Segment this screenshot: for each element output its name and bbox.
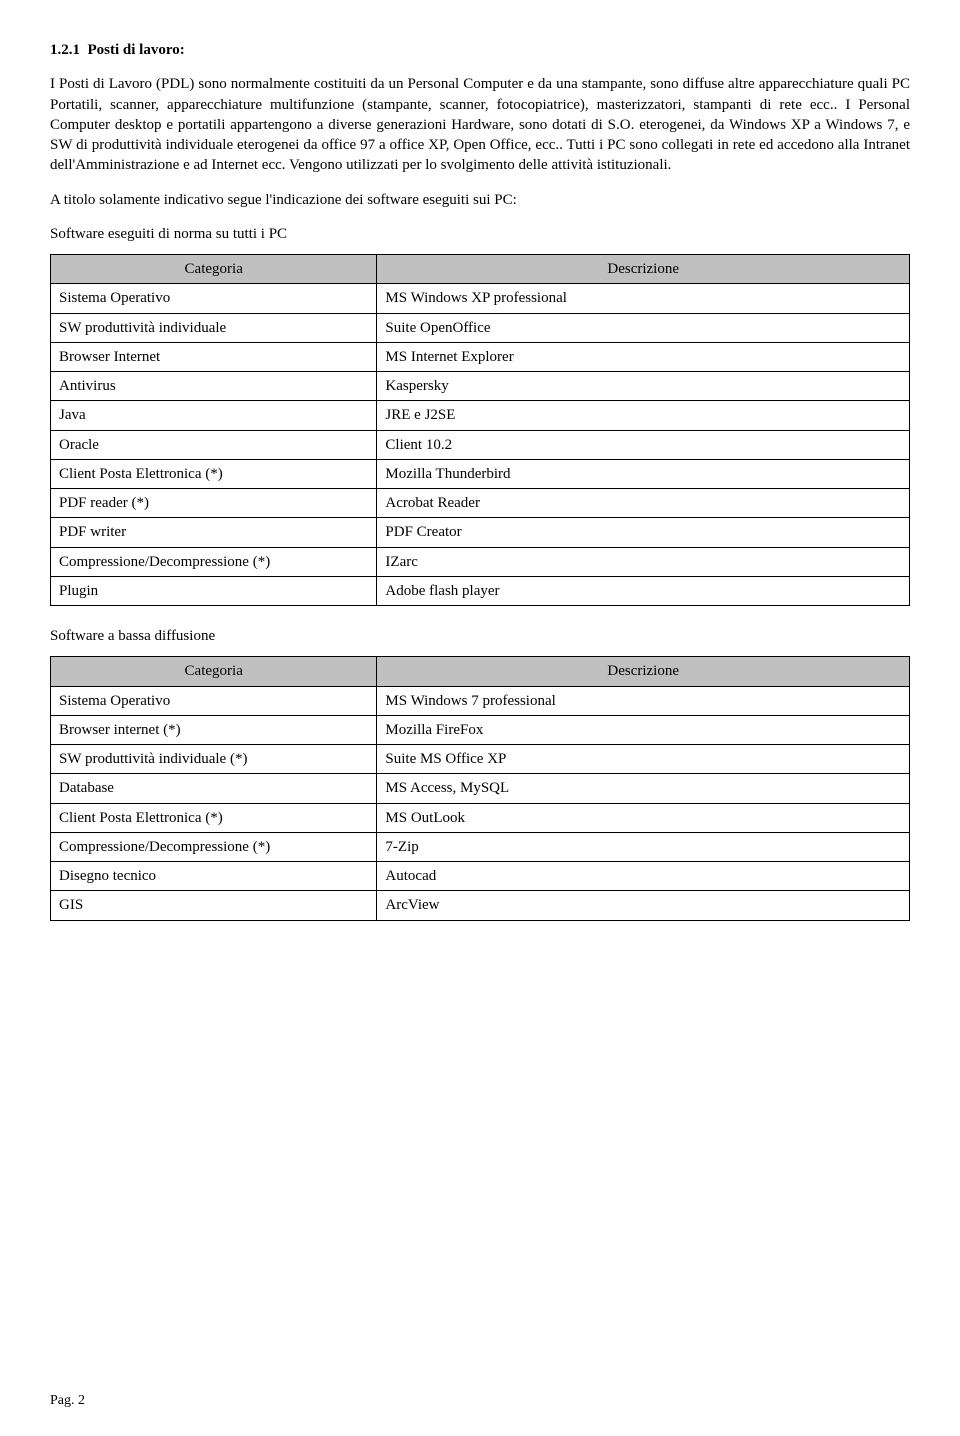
cell-descrizione: Suite MS Office XP — [377, 745, 910, 774]
cell-categoria: Plugin — [51, 576, 377, 605]
table-row: SW produttività individuale (*)Suite MS … — [51, 745, 910, 774]
table-row: Sistema OperativoMS Windows XP professio… — [51, 284, 910, 313]
cell-categoria: Browser internet (*) — [51, 715, 377, 744]
table1-caption: Software eseguiti di norma su tutti i PC — [50, 224, 910, 244]
table-row: Browser internet (*)Mozilla FireFox — [51, 715, 910, 744]
section-heading: 1.2.1 Posti di lavoro: — [50, 40, 910, 60]
table2-caption: Software a bassa diffusione — [50, 626, 910, 646]
paragraph-1: I Posti di Lavoro (PDL) sono normalmente… — [50, 74, 910, 175]
cell-descrizione: Mozilla Thunderbird — [377, 459, 910, 488]
cell-categoria: Compressione/Decompressione (*) — [51, 547, 377, 576]
table-row: Client Posta Elettronica (*)MS OutLook — [51, 803, 910, 832]
table-row: Compressione/Decompressione (*)7-Zip — [51, 832, 910, 861]
cell-descrizione: Kaspersky — [377, 372, 910, 401]
cell-descrizione: MS Access, MySQL — [377, 774, 910, 803]
cell-descrizione: Client 10.2 — [377, 430, 910, 459]
cell-categoria: Java — [51, 401, 377, 430]
cell-descrizione: PDF Creator — [377, 518, 910, 547]
cell-categoria: PDF reader (*) — [51, 489, 377, 518]
table-row: Disegno tecnicoAutocad — [51, 862, 910, 891]
table-row: SW produttività individualeSuite OpenOff… — [51, 313, 910, 342]
table-row: Sistema OperativoMS Windows 7 profession… — [51, 686, 910, 715]
table-row: Browser InternetMS Internet Explorer — [51, 342, 910, 371]
header-categoria: Categoria — [51, 255, 377, 284]
table-row: Client Posta Elettronica (*)Mozilla Thun… — [51, 459, 910, 488]
cell-descrizione: MS Internet Explorer — [377, 342, 910, 371]
header-descrizione: Descrizione — [377, 255, 910, 284]
software-table-1: Categoria Descrizione Sistema OperativoM… — [50, 254, 910, 606]
cell-categoria: SW produttività individuale — [51, 313, 377, 342]
cell-descrizione: MS Windows XP professional — [377, 284, 910, 313]
cell-descrizione: IZarc — [377, 547, 910, 576]
cell-categoria: Sistema Operativo — [51, 284, 377, 313]
table1-body: Sistema OperativoMS Windows XP professio… — [51, 284, 910, 606]
cell-categoria: PDF writer — [51, 518, 377, 547]
cell-categoria: Sistema Operativo — [51, 686, 377, 715]
table-header-row: Categoria Descrizione — [51, 657, 910, 686]
table-row: PDF writerPDF Creator — [51, 518, 910, 547]
cell-categoria: Oracle — [51, 430, 377, 459]
header-descrizione: Descrizione — [377, 657, 910, 686]
cell-descrizione: Suite OpenOffice — [377, 313, 910, 342]
cell-descrizione: Mozilla FireFox — [377, 715, 910, 744]
table-row: DatabaseMS Access, MySQL — [51, 774, 910, 803]
cell-categoria: Browser Internet — [51, 342, 377, 371]
table-row: Compressione/Decompressione (*)IZarc — [51, 547, 910, 576]
table-row: AntivirusKaspersky — [51, 372, 910, 401]
page-footer: Pag. 2 — [50, 1392, 85, 1411]
paragraph-2: A titolo solamente indicativo segue l'in… — [50, 190, 910, 210]
cell-descrizione: MS OutLook — [377, 803, 910, 832]
cell-categoria: Compressione/Decompressione (*) — [51, 832, 377, 861]
table-header-row: Categoria Descrizione — [51, 255, 910, 284]
header-categoria: Categoria — [51, 657, 377, 686]
cell-categoria: SW produttività individuale (*) — [51, 745, 377, 774]
table-row: OracleClient 10.2 — [51, 430, 910, 459]
table-row: PluginAdobe flash player — [51, 576, 910, 605]
table-row: JavaJRE e J2SE — [51, 401, 910, 430]
cell-categoria: Database — [51, 774, 377, 803]
cell-descrizione: Autocad — [377, 862, 910, 891]
cell-descrizione: MS Windows 7 professional — [377, 686, 910, 715]
cell-categoria: Client Posta Elettronica (*) — [51, 803, 377, 832]
cell-descrizione: 7-Zip — [377, 832, 910, 861]
cell-descrizione: Acrobat Reader — [377, 489, 910, 518]
cell-descrizione: ArcView — [377, 891, 910, 920]
cell-categoria: GIS — [51, 891, 377, 920]
cell-descrizione: JRE e J2SE — [377, 401, 910, 430]
table-row: PDF reader (*)Acrobat Reader — [51, 489, 910, 518]
cell-descrizione: Adobe flash player — [377, 576, 910, 605]
table-row: GISArcView — [51, 891, 910, 920]
cell-categoria: Antivirus — [51, 372, 377, 401]
cell-categoria: Client Posta Elettronica (*) — [51, 459, 377, 488]
table2-body: Sistema OperativoMS Windows 7 profession… — [51, 686, 910, 920]
section-number: 1.2.1 — [50, 42, 80, 58]
cell-categoria: Disegno tecnico — [51, 862, 377, 891]
software-table-2: Categoria Descrizione Sistema OperativoM… — [50, 656, 910, 920]
section-title-text: Posti di lavoro: — [88, 42, 185, 58]
